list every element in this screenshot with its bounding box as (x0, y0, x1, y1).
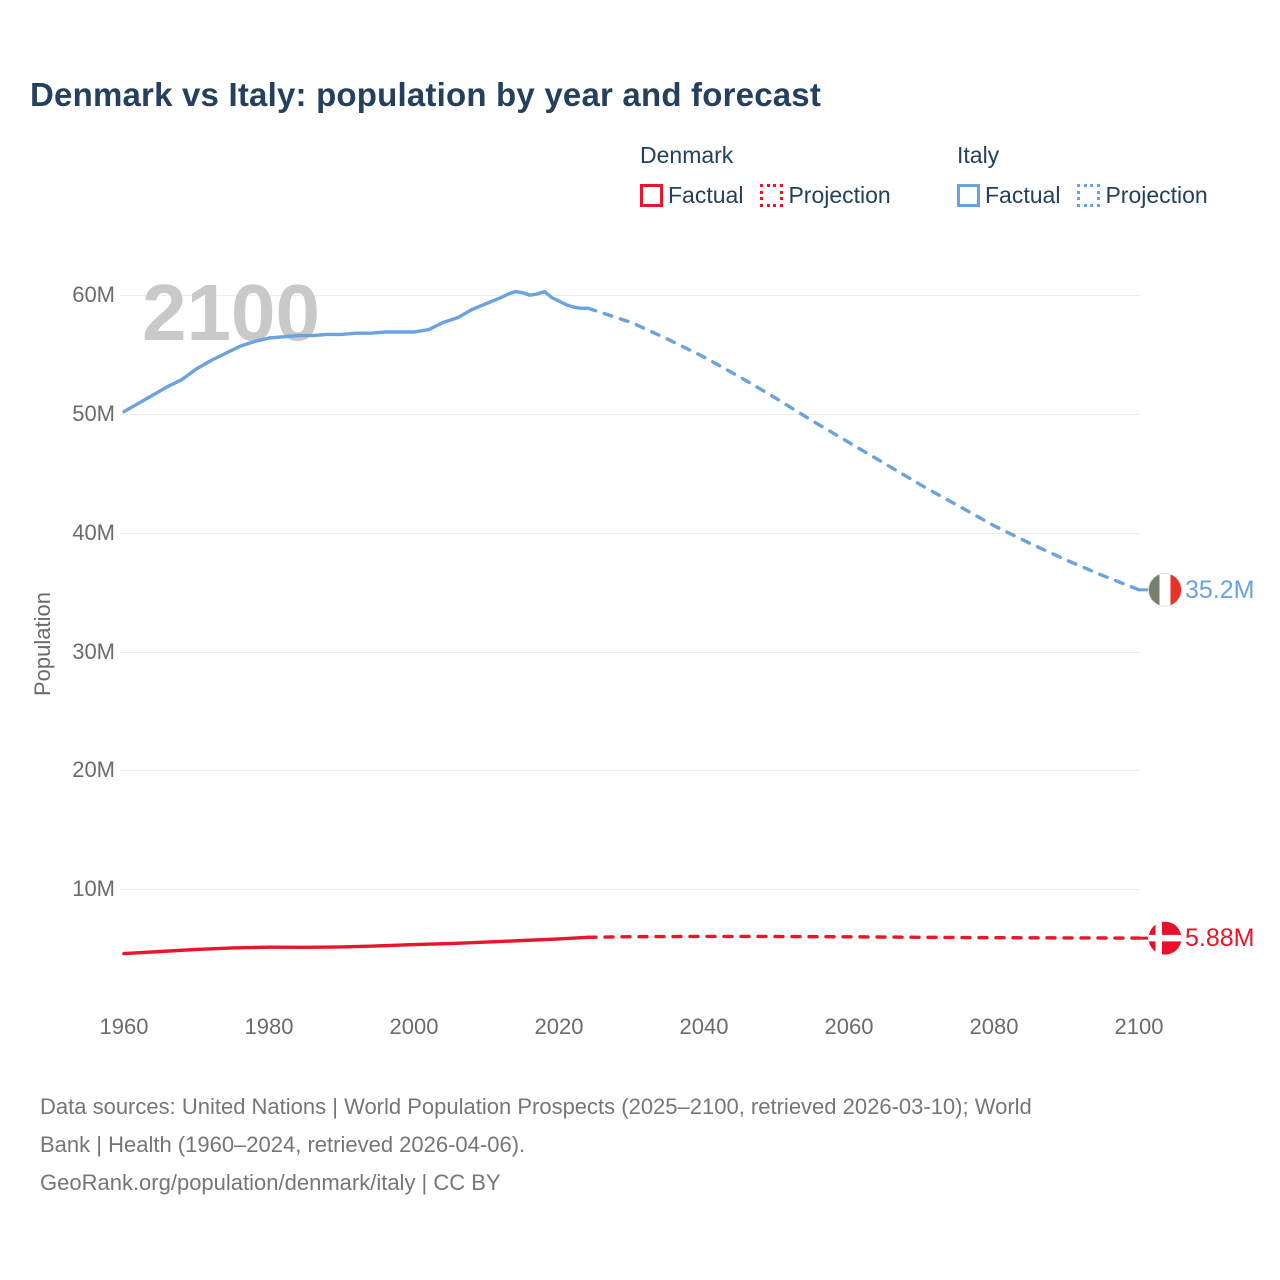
legend-group-denmark: Denmark Factual Projection (640, 142, 891, 209)
gridline-10M (120, 889, 1140, 891)
x-tick-label-2000: 2000 (389, 1014, 439, 1039)
y-tick-label-60M: 60M (72, 282, 115, 308)
watermark-year: 2100 (142, 268, 320, 357)
x-tick-label-2040: 2040 (679, 1014, 729, 1039)
legend-item-label: Factual (668, 182, 744, 208)
denmark-end-value-label: 5.88M (1185, 924, 1255, 953)
gridline-60M (120, 295, 1140, 297)
legend-item-label: Projection (1105, 182, 1208, 208)
x-tick-label-1980: 1980 (244, 1014, 294, 1039)
legend-item-denmark-projection[interactable]: Projection (760, 182, 891, 209)
legend-item-italy-projection[interactable]: Projection (1077, 182, 1208, 209)
y-tick-label-40M: 40M (72, 519, 115, 545)
denmark-flag-icon (1148, 921, 1182, 955)
italy-flag-icon (1148, 572, 1182, 607)
series-line-italy-factual (122, 289, 590, 414)
legend-item-italy-factual[interactable]: Factual (957, 182, 1060, 209)
x-tick-label-2060: 2060 (824, 1014, 874, 1039)
page-title: Denmark vs Italy: population by year and… (30, 76, 822, 113)
gridline-20M (120, 770, 1140, 772)
attribution-line: GeoRank.org/population/denmark/italy | C… (40, 1170, 501, 1195)
data-sources-line-2: Bank | Health (1960–2024, retrieved 2026… (40, 1132, 526, 1157)
x-tick-label-2020: 2020 (534, 1014, 584, 1039)
legend-item-label: Projection (788, 182, 891, 208)
x-tick-label-1960: 1960 (99, 1014, 149, 1039)
data-sources-line-1: Data sources: United Nations | World Pop… (40, 1094, 1032, 1119)
gridline-40M (120, 532, 1140, 534)
y-tick-label-10M: 10M (72, 876, 115, 902)
gridline-50M (120, 414, 1140, 415)
series-line-denmark-projection (586, 934, 1141, 940)
y-tick-label-50M: 50M (72, 401, 115, 426)
legend-group-name: Italy (957, 142, 1000, 168)
dotted-line-swatch-icon (1077, 184, 1101, 207)
gridline-30M (120, 651, 1140, 653)
y-tick-label-20M: 20M (72, 757, 115, 783)
legend-group-name: Denmark (640, 142, 734, 168)
x-tick-label-2080: 2080 (969, 1014, 1019, 1039)
series-line-denmark-factual (122, 935, 590, 956)
series-line-italy-projection (586, 306, 1141, 592)
x-tick-label-2100: 2100 (1114, 1014, 1164, 1039)
solid-line-swatch-icon (640, 184, 663, 207)
legend-group-italy: Italy Factual Projection (957, 142, 1208, 209)
legend-item-label: Factual (985, 182, 1061, 208)
y-tick-label-30M: 30M (72, 638, 115, 664)
dotted-line-swatch-icon (760, 184, 784, 207)
italy-end-value-label: 35.2M (1185, 575, 1255, 604)
legend-item-denmark-factual[interactable]: Factual (640, 182, 743, 209)
footer: Data sources: United Nations | World Pop… (40, 1088, 1250, 1202)
solid-line-swatch-icon (957, 184, 980, 207)
